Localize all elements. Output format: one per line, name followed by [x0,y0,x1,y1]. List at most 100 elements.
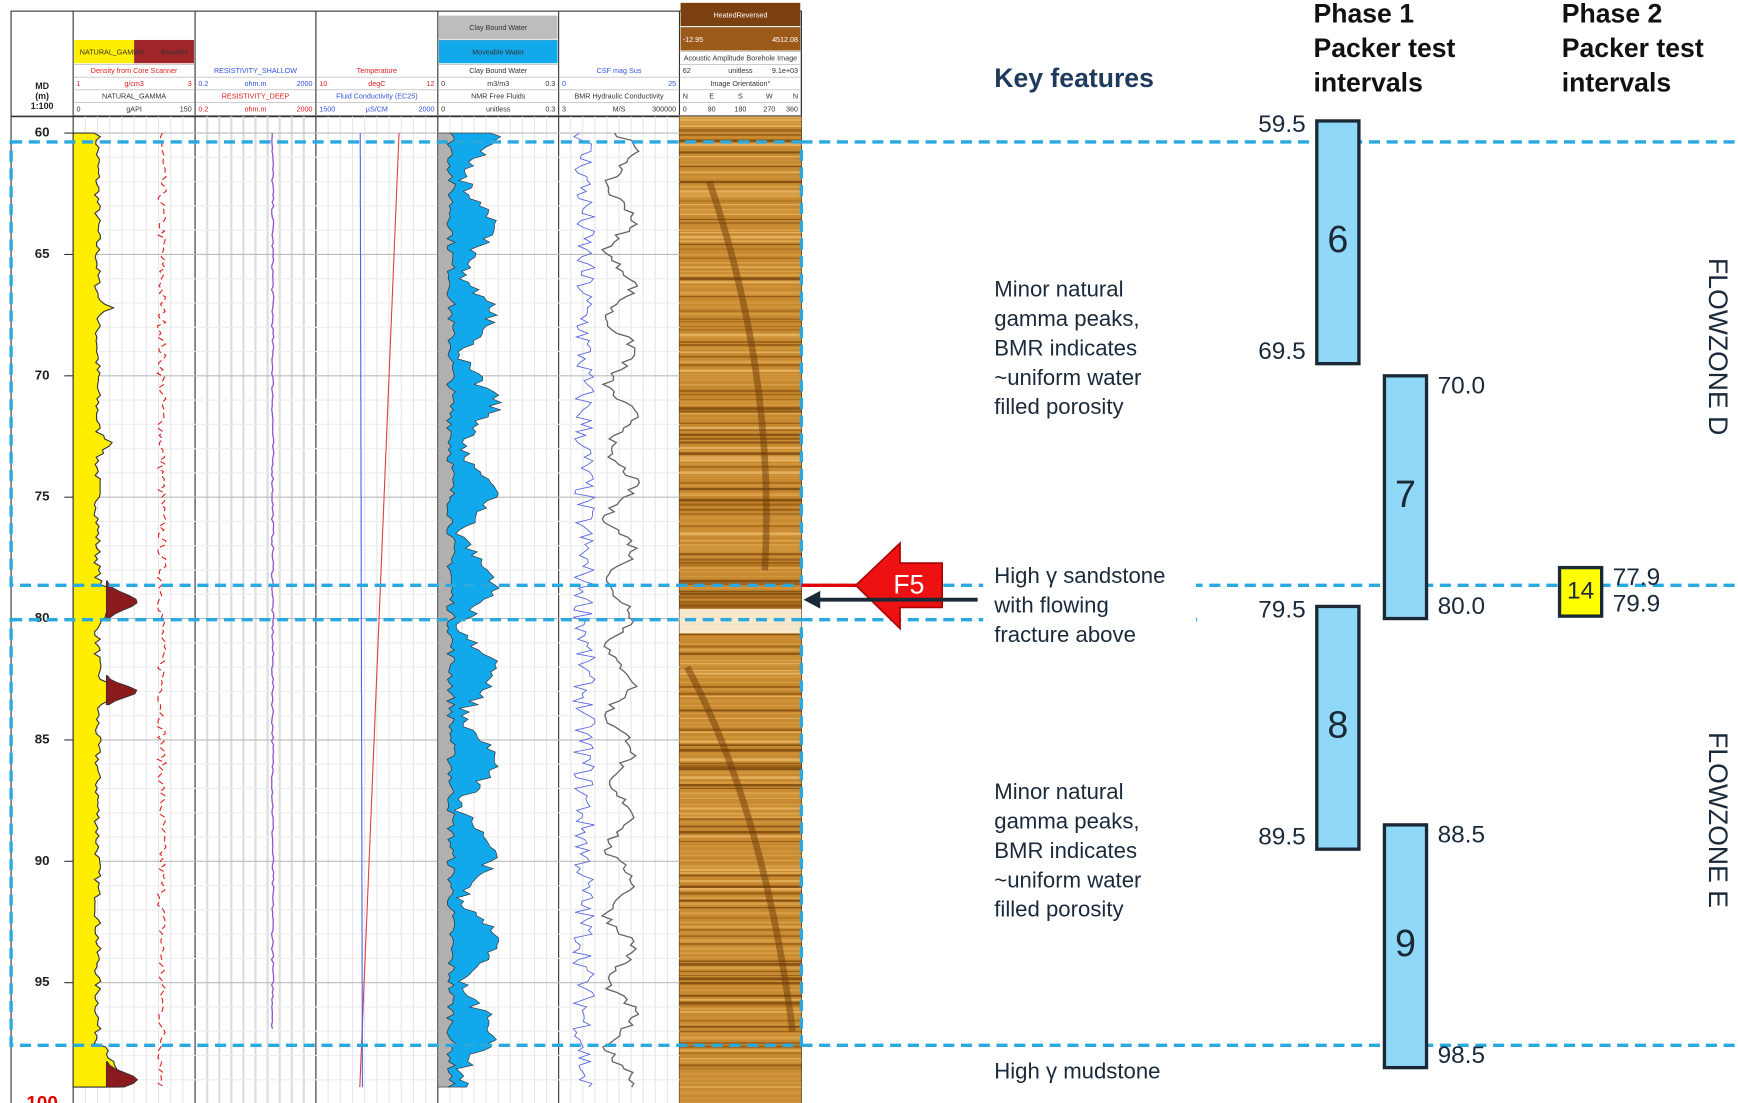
image-stripe [679,364,802,367]
track-header-text: 3 [562,104,566,113]
image-stripe [679,939,802,943]
image-stripe [679,389,802,393]
interval-bottom-label: 89.5 [1258,824,1305,851]
key-feature-line: filled porosity [994,897,1124,922]
moveable-water [445,132,503,1088]
image-stripe [679,458,802,462]
track-header-text: 9.1e+03 [772,66,798,75]
track-header-text: 10 [319,79,327,88]
image-stripe [679,1081,802,1084]
interval-bottom-label: 69.5 [1258,338,1305,365]
image-stripe [679,360,802,364]
header-swatch [680,27,801,51]
image-stripe [679,441,802,444]
image-stripe [679,384,802,386]
image-stripe [679,326,802,327]
image-stripe [679,970,802,972]
interval-name: 9 [1395,922,1416,964]
image-stripe [679,222,802,224]
image-stripe [679,835,802,838]
image-stripe [679,558,802,561]
key-feature-line: BMR indicates [994,838,1137,863]
hydraulic-curve [571,132,597,1088]
image-stripe [679,765,802,768]
image-stripe [679,379,802,382]
image-stripe [679,717,802,719]
phase-title: Phase 1 [1313,0,1414,29]
image-stripe [679,1020,802,1022]
key-feature-line: gamma peaks, [994,306,1139,331]
image-stripe [679,1060,802,1063]
image-stripe [679,1086,802,1088]
track-header-text: 150 [180,104,192,113]
image-stripe [679,902,802,905]
image-stripe [679,180,802,184]
fracture-label: F5 [893,569,924,599]
image-stripe [679,1008,802,1010]
image-stripe [679,398,802,400]
image-stripe [679,1011,802,1013]
image-stripe [679,845,802,848]
key-feature-line: with flowing [993,593,1109,618]
image-stripe [679,446,802,449]
density-curve [156,132,168,1088]
image-stripe [679,433,802,436]
image-stripe [679,685,802,689]
image-stripe [679,907,802,909]
key-feature-line: ~uniform water [994,867,1142,892]
key-feature-line: ~uniform water [994,365,1142,390]
image-stripe [679,553,802,556]
image-stripe [679,1068,802,1070]
image-stripe [679,257,802,259]
track-header-text: g/cm3 [124,79,144,88]
image-stripe [679,122,802,124]
image-stripe [679,493,802,496]
image-stripe [679,1072,802,1075]
image-stripe [679,994,802,997]
image-stripe [679,825,802,828]
track-header-text: NATURAL_GAMMA [102,92,166,101]
image-stripe [679,590,802,593]
image-stripe [679,956,802,959]
image-stripe [679,575,802,578]
image-stripe [679,1101,802,1103]
track-header-text: W [766,92,773,101]
depth-tick-label: 95 [35,974,50,989]
image-stripe [679,681,802,683]
image-stripe [679,1038,802,1040]
track-header-text: Clay Bound Water [469,66,528,75]
packer-interval [1315,119,1361,366]
image-stripe [679,868,802,871]
image-stripe [679,712,802,714]
image-stripe [679,484,802,487]
image-stripe [679,709,802,712]
image-stripe [679,313,802,316]
track-header-text: 300000 [652,104,676,113]
image-stripe [679,305,802,308]
track-header-text: 0.2 [198,79,208,88]
key-feature-line: BMR indicates [994,335,1137,360]
image-stripe [679,1033,802,1035]
image-stripe [679,1075,802,1077]
image-stripe [679,226,802,228]
image-stripe [679,522,802,524]
annotations: Key features Minor natural gamma peaks, BMR… [983,0,1733,1083]
key-feature-line: High γ mudstone [994,1058,1160,1083]
image-stripe [679,943,802,945]
image-stripe [679,740,802,743]
track-header-text: RESISTIVITY_DEEP [222,92,290,101]
image-stripe [679,347,802,350]
image-stripe [679,977,802,981]
track-header-text: Clay Bound Water [469,23,528,32]
image-stripe [679,874,802,877]
image-stripe [679,543,802,547]
image-stripe [679,204,802,206]
track-header-text: -12.95 [683,35,703,44]
image-stripe [679,896,802,900]
image-stripe [679,535,802,537]
image-stripe [679,735,802,739]
header-swatch [680,2,801,27]
image-stripe [679,147,802,148]
image-stripe [679,561,802,565]
